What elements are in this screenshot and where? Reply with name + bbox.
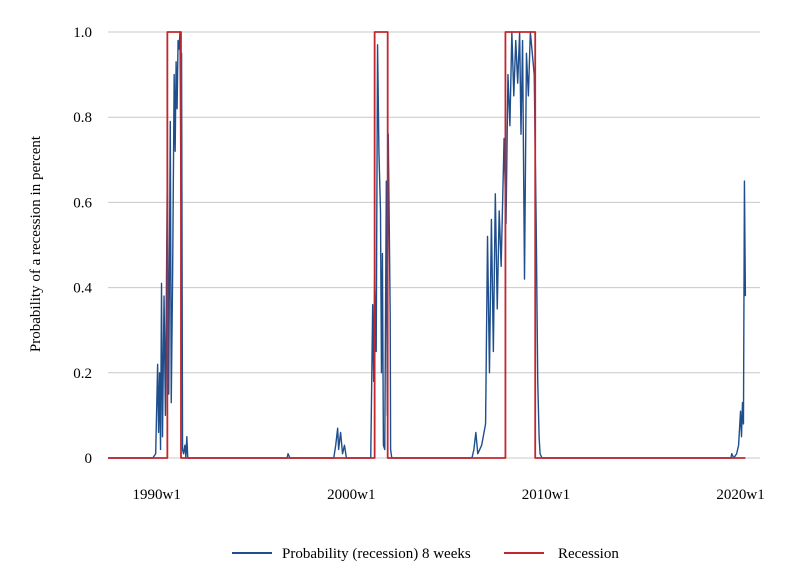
y-tick-label: 1.0	[73, 25, 92, 41]
y-tick-label: 0.2	[73, 366, 92, 382]
x-tick-label: 2000w1	[327, 487, 375, 503]
x-tick-labels: 1990w1 2000w1 2010w1 2020w1	[132, 487, 764, 503]
series-line-recession	[108, 31, 746, 459]
y-tick-label: 0.4	[73, 281, 92, 297]
x-tick-label: 1990w1	[132, 487, 180, 503]
x-tick-label: 2010w1	[522, 487, 570, 503]
series-line-probability	[108, 31, 747, 459]
gridlines	[108, 31, 760, 459]
y-axis-label: Probability of a recession in percent	[28, 135, 44, 352]
series-lines	[108, 31, 747, 459]
legend-label-probability: Probability (recession) 8 weeks	[282, 546, 471, 562]
x-tick-label: 2020w1	[716, 487, 764, 503]
y-tick-labels: 0 0.2 0.4 0.6 0.8 1.0	[73, 25, 92, 467]
y-tick-label: 0	[85, 451, 93, 467]
legend: Probability (recession) 8 weeks Recession	[232, 546, 619, 562]
y-tick-label: 0.8	[73, 110, 92, 126]
legend-label-recession: Recession	[558, 546, 619, 562]
y-tick-label: 0.6	[73, 195, 92, 211]
